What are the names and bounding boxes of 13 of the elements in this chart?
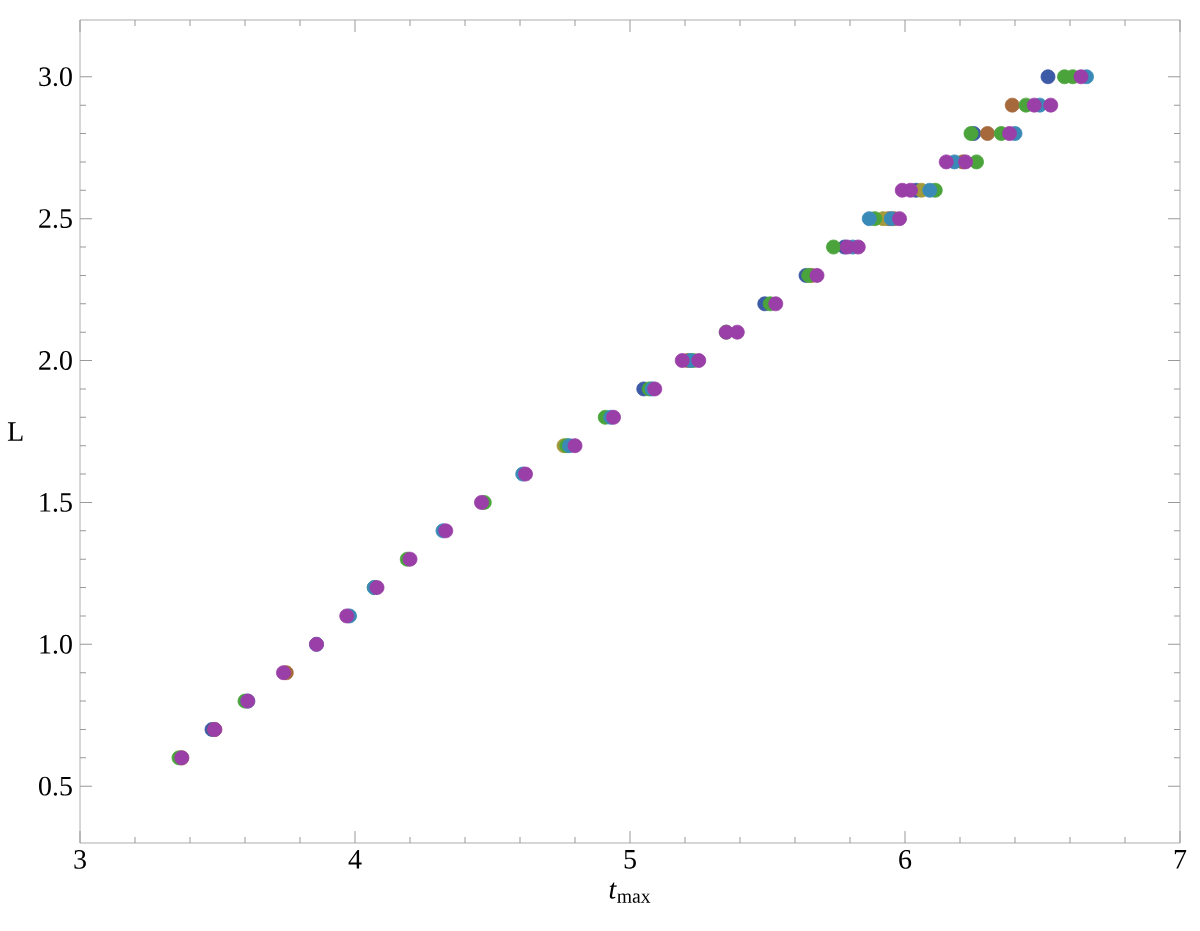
y-axis-title: L [7, 422, 23, 441]
x-tick-label: 3 [74, 850, 86, 869]
y-tick-label: 2.5 [39, 209, 72, 229]
y-tick-label: 1.5 [40, 492, 72, 512]
y-tick-label: 2.0 [39, 351, 72, 371]
x-tick-label: 4 [348, 850, 362, 869]
x-tick-label: 6 [899, 850, 912, 869]
y-tick-label: 3.0 [39, 67, 72, 87]
y-tick-label: 1.0 [40, 634, 72, 654]
x-tick-label: 7 [1174, 850, 1187, 869]
x-tick-label: 5 [624, 850, 636, 869]
x-axis-title: t$_{max}$ [609, 882, 651, 903]
y-tick-label: 0.5 [39, 776, 72, 796]
